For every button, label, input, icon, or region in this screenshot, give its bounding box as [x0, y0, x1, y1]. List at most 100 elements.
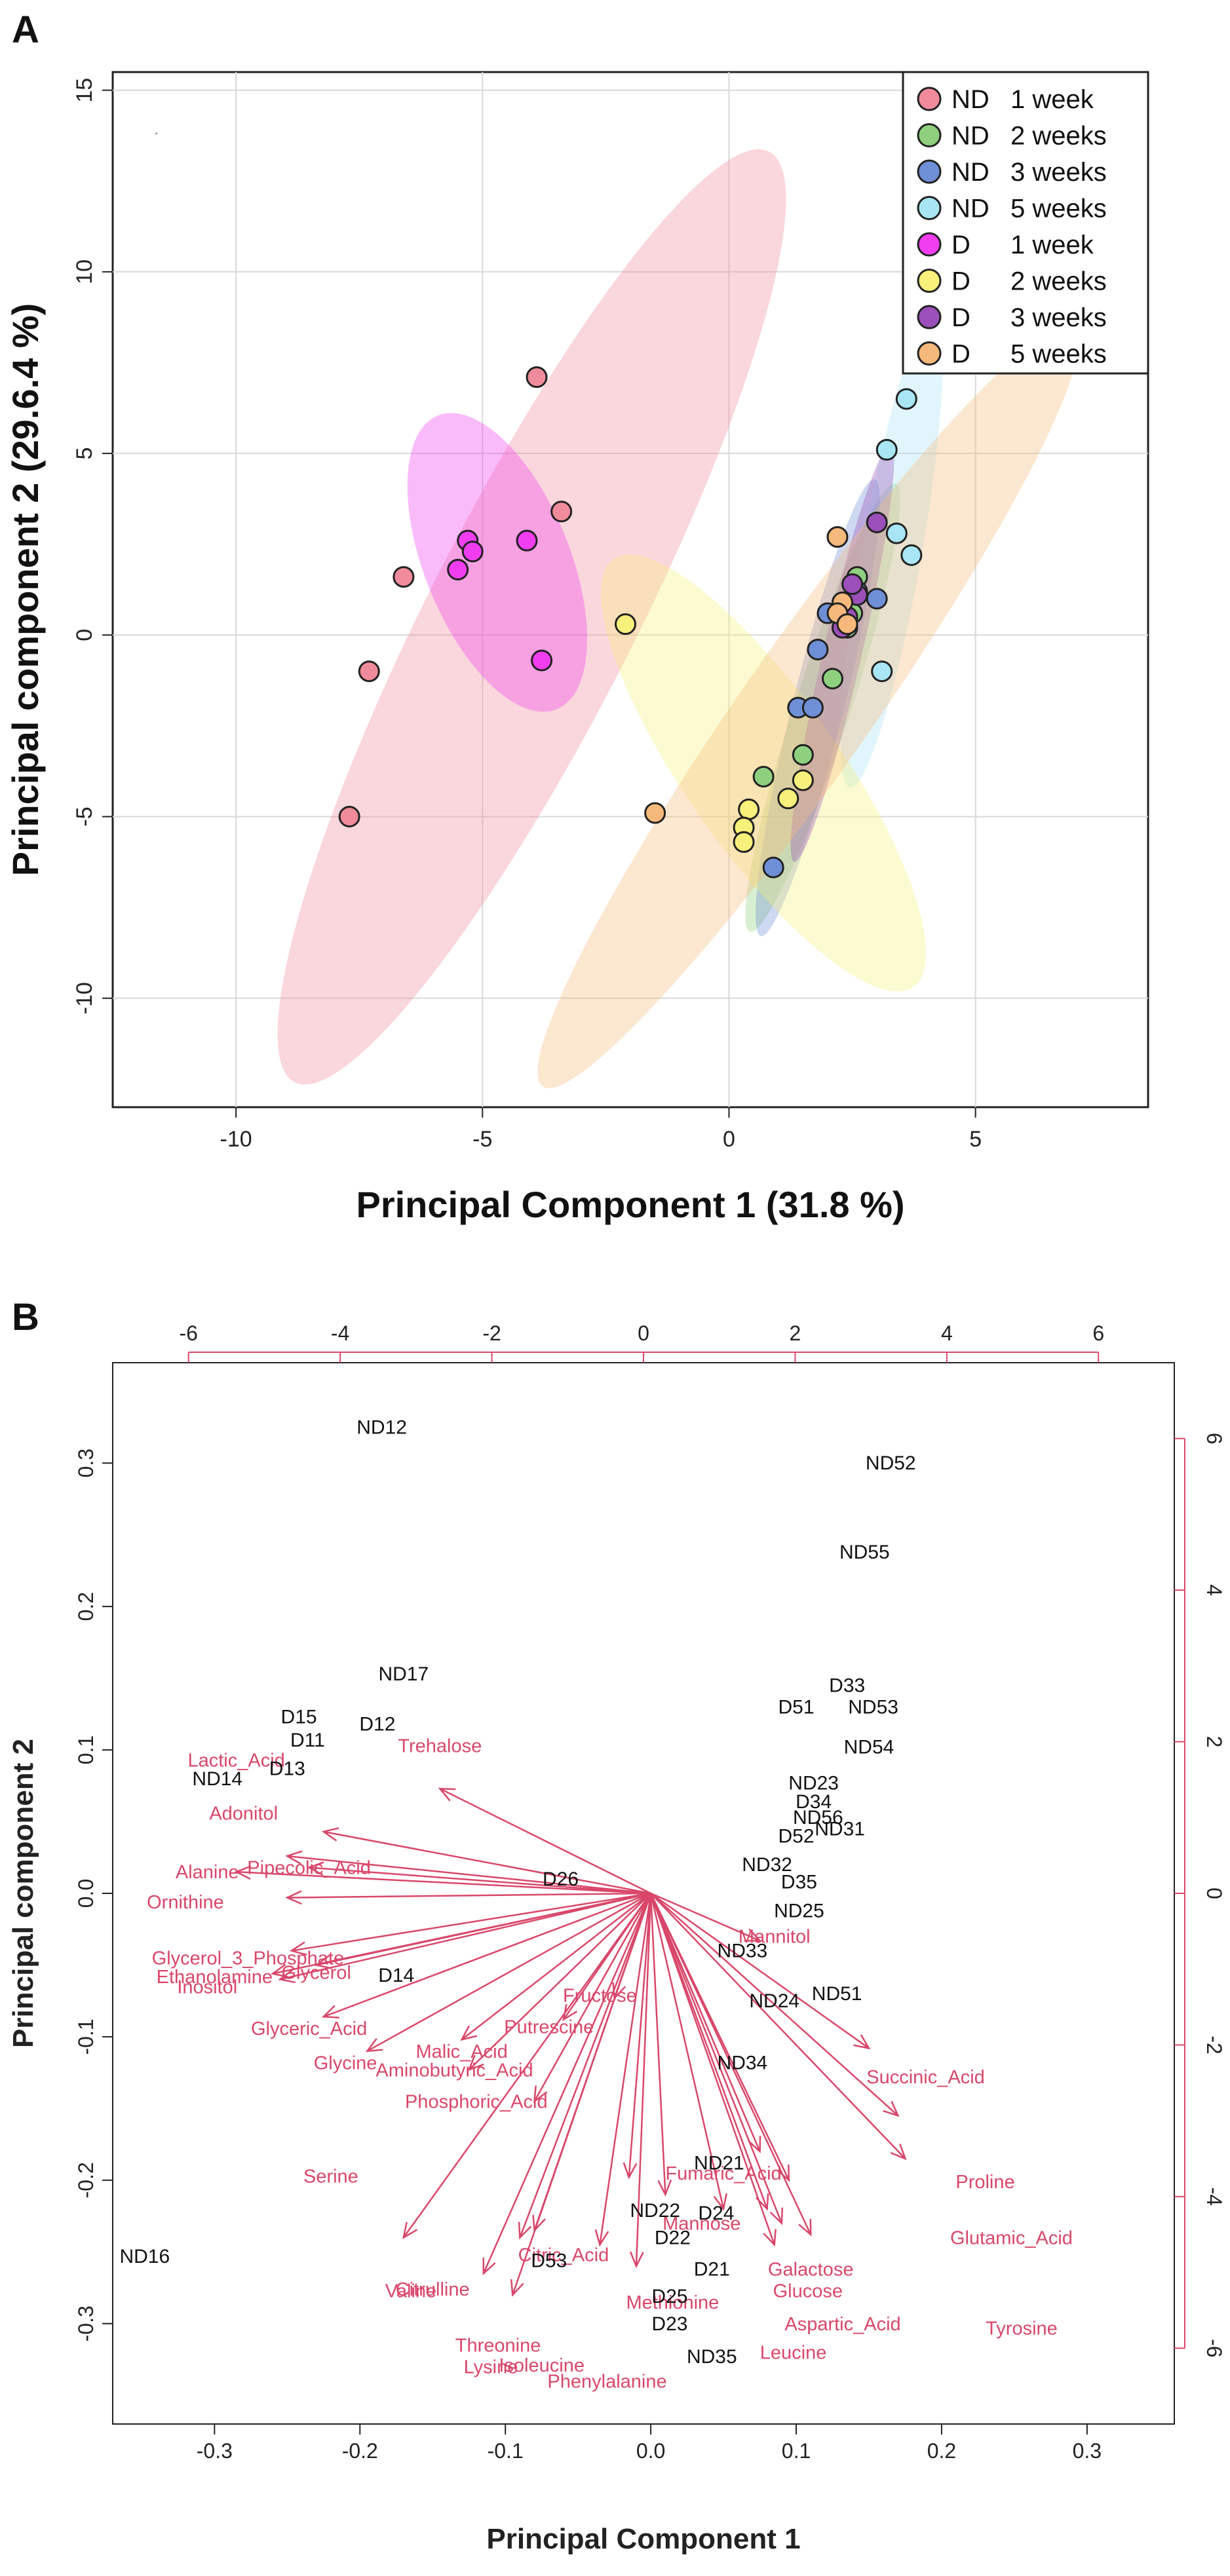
- right-tick-label: 4: [1202, 1584, 1226, 1596]
- loading-arrow: [650, 1892, 761, 1942]
- loading-arrow-head: [271, 1963, 288, 1978]
- legend-marker: [917, 269, 942, 293]
- loading-arrow-head: [532, 2214, 546, 2233]
- loading-label: Ethanolamine: [157, 1967, 273, 1988]
- y-tick-label: 0.0: [74, 1879, 98, 1908]
- loading-label: Trehalose: [398, 1736, 482, 1757]
- sample-label: ND31: [815, 1818, 865, 1840]
- loading-arrow-head: [307, 1861, 324, 1876]
- loading-label: Glycerol: [282, 1962, 351, 1983]
- loading-arrow-head: [755, 2193, 769, 2211]
- data-point: [762, 856, 784, 879]
- loading-arrow-head: [853, 2034, 871, 2050]
- data-point: [792, 769, 814, 791]
- y-tick-label: 15: [72, 78, 97, 103]
- y-tick-label: 0.2: [74, 1592, 98, 1621]
- loading-label: Phosphoric_Acid: [405, 2091, 548, 2112]
- loading-arrow-head: [657, 2179, 672, 2197]
- loading-arrow: [628, 1893, 652, 2178]
- sample-label: ND54: [844, 1737, 894, 1758]
- x-tick-label: -0.1: [488, 2439, 524, 2463]
- top-tick-label: 2: [790, 1321, 801, 1345]
- legend-duration: 5 weeks: [1010, 340, 1107, 369]
- loading-label: Pipecolic_Acid: [247, 1858, 371, 1879]
- top-tick-label: 4: [941, 1321, 953, 1345]
- loading-arrow-head: [467, 2055, 484, 2072]
- loading-arrow: [599, 1893, 652, 2245]
- data-point: [895, 388, 917, 410]
- data-point: [836, 613, 858, 635]
- loading-arrow: [649, 1893, 775, 2245]
- x-tick-label: -5: [472, 1127, 492, 1152]
- sample-label: ND33: [718, 1941, 768, 1962]
- loading-arrow: [650, 1893, 899, 2117]
- loading-arrow: [533, 1893, 652, 2102]
- panel-b-ylabel: Principal component 2: [7, 1739, 39, 2048]
- loading-arrow-head: [460, 2025, 478, 2041]
- loading-arrow: [439, 1788, 651, 1895]
- loading-arrow-head: [776, 2164, 790, 2182]
- loading-label: Valine: [385, 2281, 436, 2301]
- x-tick-label: 0.2: [927, 2439, 956, 2463]
- sample-label: D14: [378, 1965, 414, 1986]
- loading-arrow: [366, 1892, 651, 2052]
- data-point: [841, 573, 864, 596]
- sample-label: D25: [651, 2286, 687, 2307]
- sample-label: D34: [796, 1791, 832, 1813]
- sample-label: D26: [543, 1868, 579, 1890]
- loading-arrow-head: [321, 2005, 339, 2018]
- loading-label: Lysine: [464, 2357, 518, 2377]
- right-tick-label: 6: [1202, 1433, 1226, 1445]
- legend-duration: 1 week: [1010, 231, 1094, 259]
- loading-label: Alanine: [176, 1862, 239, 1883]
- right-tick-label: -6: [1202, 2339, 1226, 2357]
- y-tick-label: 0: [72, 629, 97, 641]
- sample-label: ND34: [718, 2052, 768, 2074]
- loading-arrow-head: [769, 2207, 784, 2226]
- sample-label: D52: [778, 1825, 814, 1847]
- loading-label: Tyrosine: [986, 2318, 1058, 2339]
- right-tick-label: 0: [1202, 1887, 1226, 1899]
- loading-arrow: [291, 1892, 651, 1952]
- data-point: [644, 802, 666, 824]
- loading-arrow: [649, 1893, 812, 2235]
- right-tick-label: -2: [1202, 2036, 1226, 2054]
- data-point: [801, 696, 824, 719]
- legend-group: ND: [951, 195, 990, 223]
- data-point: [866, 588, 888, 610]
- panel-b-xlabel: Principal Component 1: [486, 2523, 800, 2555]
- data-point: [447, 559, 469, 581]
- data-point: [875, 439, 898, 461]
- legend-group: ND: [951, 85, 990, 114]
- loading-arrow-head: [763, 2229, 777, 2247]
- confidence-ellipse: [840, 315, 943, 788]
- loading-arrow: [533, 1893, 652, 2231]
- y-tick-label: -5: [72, 806, 97, 826]
- legend-group: D: [951, 267, 971, 296]
- legend-duration: 3 weeks: [1010, 303, 1107, 332]
- sample-label: ND12: [356, 1417, 407, 1439]
- legend-duration: 1 week: [1010, 85, 1094, 114]
- data-point: [777, 787, 799, 810]
- sample-label: ND17: [378, 1663, 429, 1685]
- confidence-ellipse: [790, 444, 894, 862]
- x-tick-label: 0.3: [1073, 2439, 1102, 2463]
- data-point: [526, 366, 548, 388]
- sample-label: D21: [694, 2259, 730, 2281]
- loading-arrow-head: [744, 1928, 762, 1942]
- loading-arrow-head: [798, 2219, 812, 2237]
- loading-label: Malic_Acid: [415, 2041, 507, 2062]
- legend-marker: [917, 341, 942, 366]
- sample-label: ND14: [192, 1768, 242, 1790]
- loading-label: Ornithine: [147, 1892, 224, 1913]
- data-point: [516, 529, 538, 552]
- data-point: [738, 798, 760, 820]
- sample-label: ND21: [694, 2153, 744, 2174]
- sample-label: D12: [359, 1714, 395, 1735]
- data-point: [338, 805, 360, 827]
- loading-label: Fumaric_Acid: [665, 2163, 781, 2184]
- legend-group: D: [951, 340, 971, 369]
- y-tick-label: 0.1: [74, 1735, 98, 1764]
- loading-label: Glycine: [314, 2053, 377, 2074]
- loading-arrow: [519, 1893, 652, 2238]
